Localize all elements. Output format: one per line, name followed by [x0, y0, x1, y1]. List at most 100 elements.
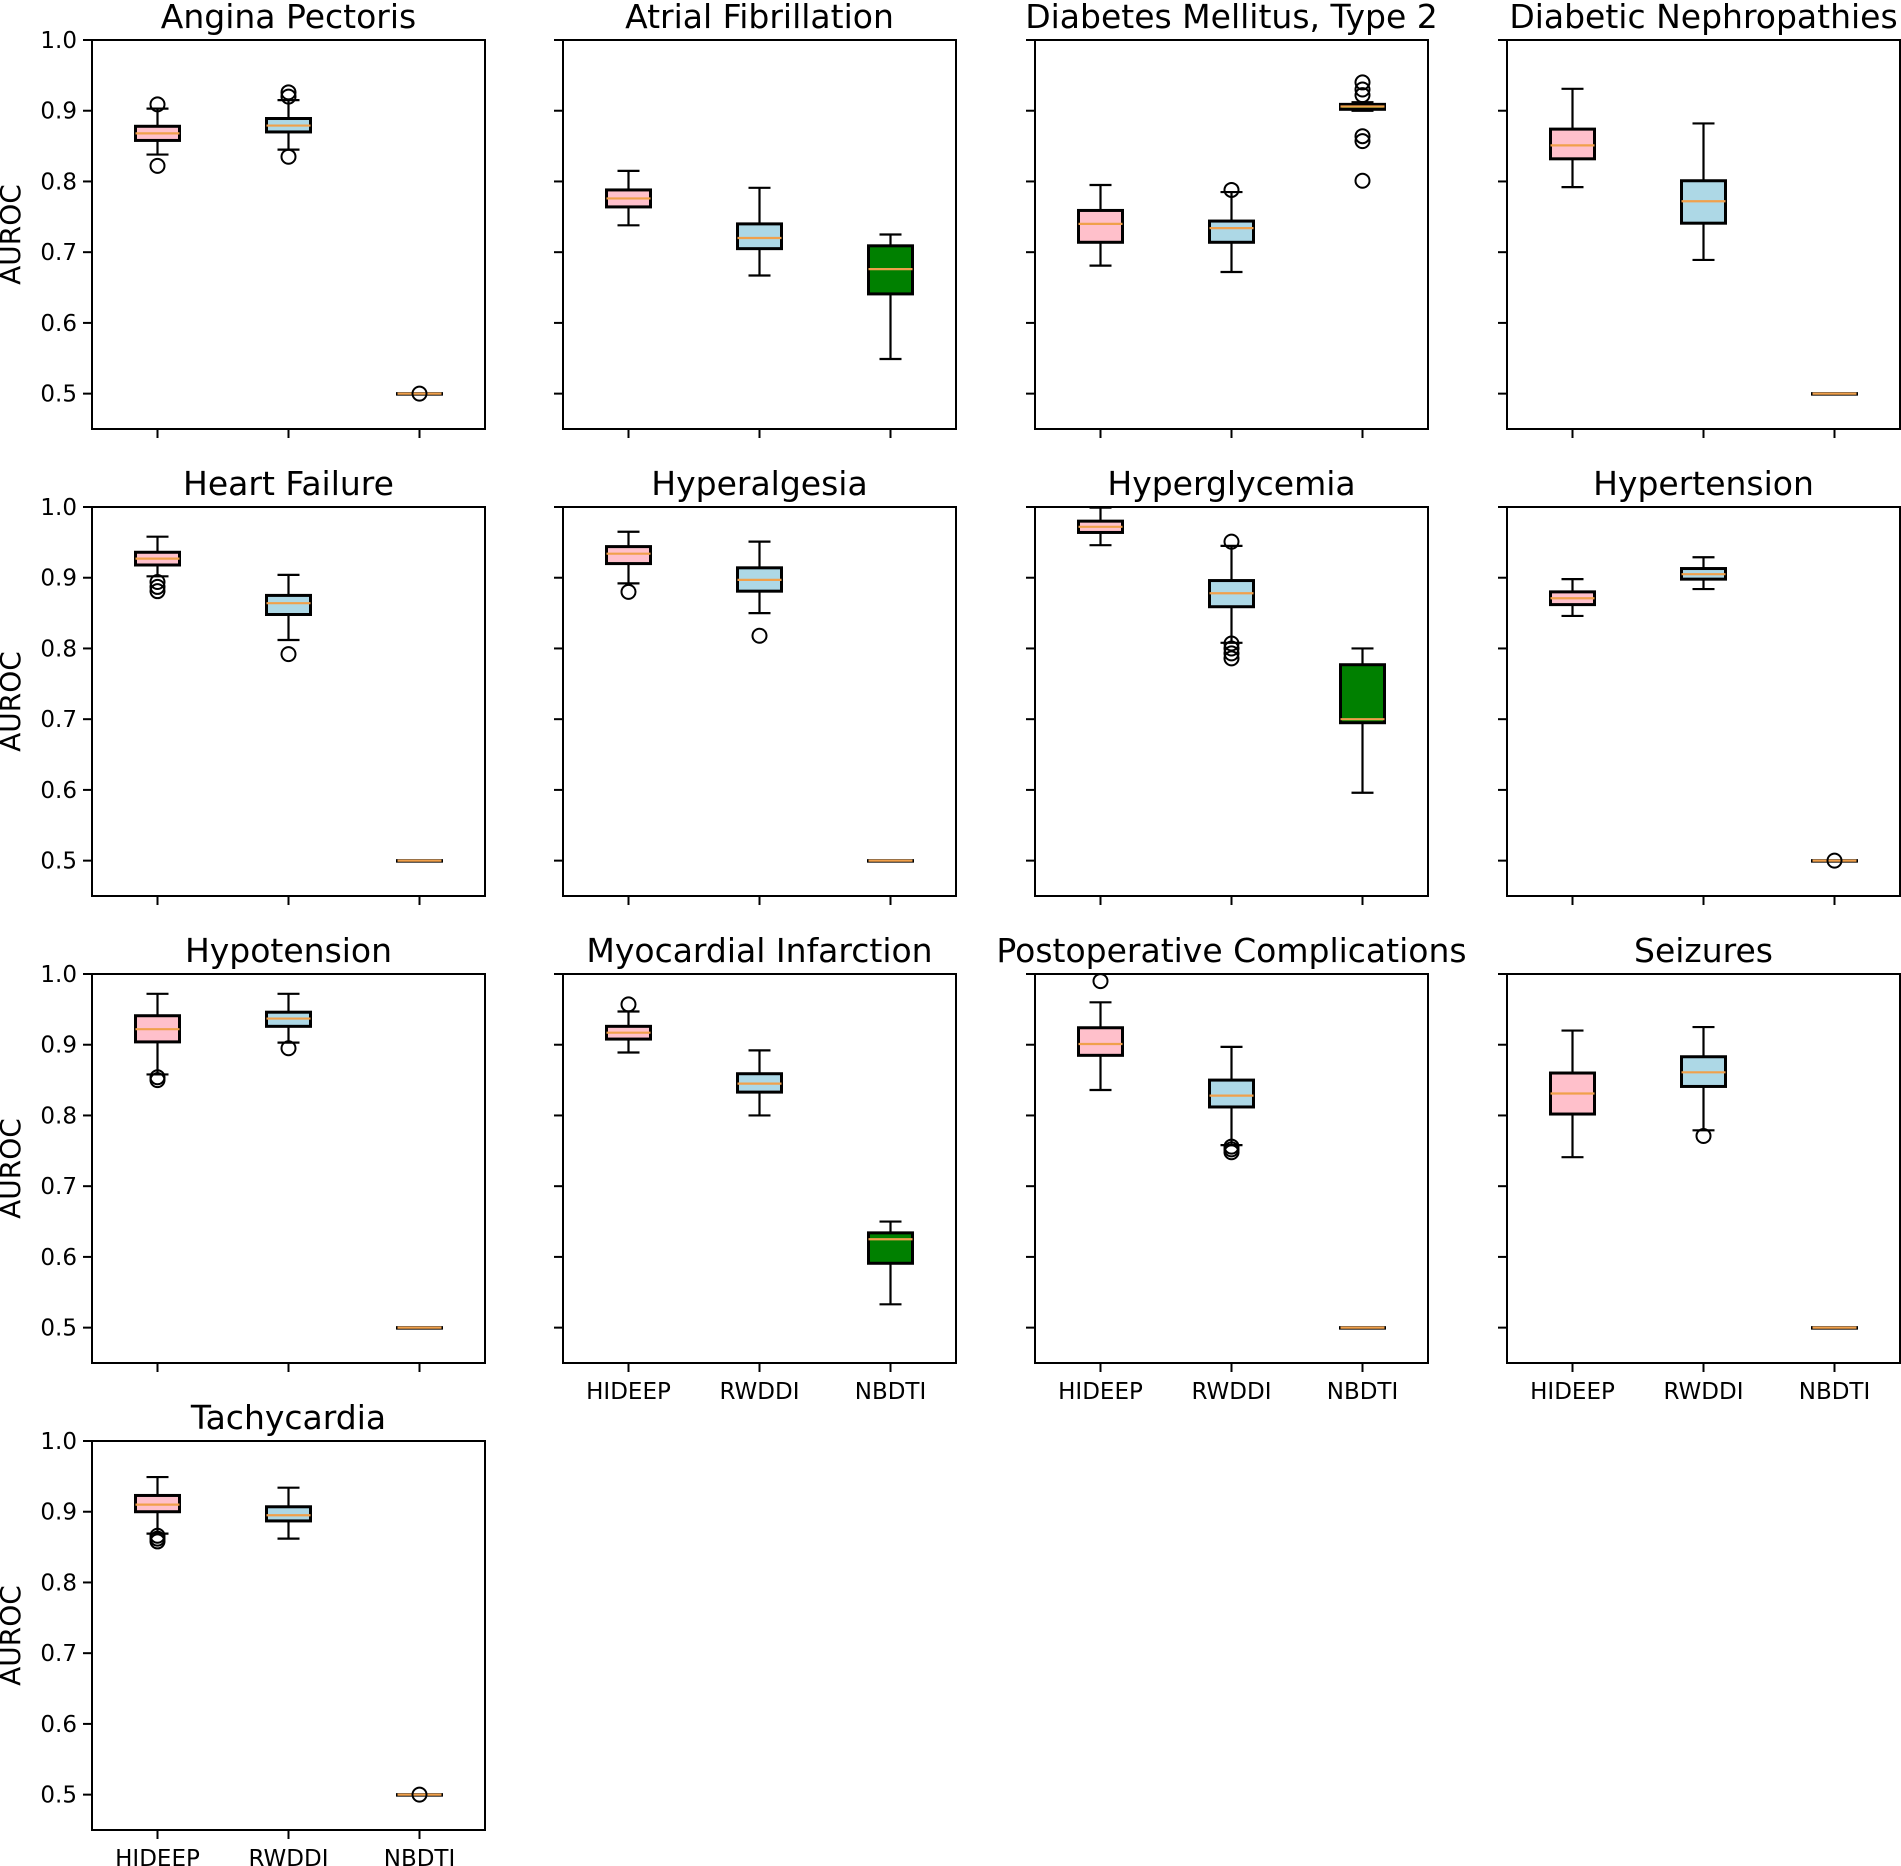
subplot-title: Postoperative Complications	[996, 931, 1466, 970]
box-nbdti	[1811, 852, 1858, 869]
outlier-point	[280, 88, 297, 105]
box-nbdti	[867, 859, 914, 863]
outlier-point	[1223, 1138, 1240, 1155]
iqr-box	[1208, 219, 1255, 244]
x-tick-label: NBDTI	[1327, 1379, 1399, 1405]
box-rwddi	[265, 573, 312, 663]
subplot-title: Seizures	[1634, 931, 1773, 970]
outlier-point	[1223, 181, 1240, 198]
x-tick-label: NBDTI	[855, 1379, 927, 1405]
outlier-point	[620, 583, 637, 600]
box-nbdti	[867, 1220, 914, 1306]
box-nbdti	[1811, 1326, 1858, 1330]
plot-frame	[1034, 39, 1429, 430]
box-hideep	[1549, 1029, 1596, 1159]
plot-frame	[91, 506, 486, 897]
outlier-point	[1223, 645, 1240, 662]
y-tick-label: 0.8	[40, 169, 77, 195]
subplot-title: Tachycardia	[190, 1398, 386, 1437]
subplot-1: Atrial Fibrillation	[554, 0, 957, 438]
box-hideep	[1077, 973, 1124, 1092]
box-rwddi	[736, 186, 783, 277]
y-axis-label: AUROC	[0, 651, 27, 752]
y-tick-label: 0.7	[40, 240, 77, 266]
x-tick-label: HIDEEP	[1530, 1379, 1615, 1405]
subplot-6: Hyperglycemia	[1026, 464, 1429, 905]
y-tick-label: 1.0	[40, 1429, 77, 1455]
subplot-10: Postoperative Complications HIDEEP RWDDI NB…	[996, 931, 1466, 1405]
outlier-point	[411, 385, 428, 402]
box-nbdti	[396, 1786, 443, 1803]
box-hideep	[1549, 578, 1596, 618]
y-tick-label: 0.7	[40, 1641, 77, 1667]
outlier-point	[1092, 973, 1109, 990]
outlier-point	[1354, 81, 1371, 98]
outlier-point	[149, 157, 166, 174]
outlier-point	[1354, 87, 1371, 104]
y-tick-label: 0.5	[40, 1783, 77, 1809]
plot-frame	[562, 973, 957, 1364]
box-hideep	[134, 535, 181, 600]
subplot-title: Myocardial Infarction	[586, 931, 932, 970]
iqr-box	[867, 1231, 914, 1265]
x-tick-label: NBDTI	[1799, 1379, 1871, 1405]
x-tick-label: HIDEEP	[1058, 1379, 1143, 1405]
box-hideep	[134, 1475, 181, 1550]
y-tick-label: 0.7	[40, 707, 77, 733]
box-nbdti	[867, 233, 914, 361]
y-tick-label: 0.5	[40, 849, 77, 875]
iqr-box	[1208, 1078, 1255, 1109]
outlier-point	[149, 583, 166, 600]
box-rwddi	[736, 540, 783, 644]
iqr-box	[1077, 1026, 1124, 1057]
subplot-2: Diabetes Mellitus, Type 2	[1025, 0, 1438, 438]
subplot-12: Tachycardia 0.5 0.6 0.7 0.8 0.9 1.0 AUROC HIDEEP…	[0, 1398, 486, 1866]
box-rwddi	[1208, 181, 1255, 274]
plot-frame	[91, 973, 486, 1364]
box-nbdti	[1339, 1326, 1386, 1330]
plot-frame	[91, 39, 486, 430]
outlier-point	[1354, 128, 1371, 145]
y-tick-label: 0.6	[40, 311, 77, 337]
outlier-point	[149, 578, 166, 595]
box-hideep	[605, 530, 652, 600]
box-nbdti	[396, 859, 443, 863]
outlier-point	[1223, 640, 1240, 657]
box-rwddi	[1208, 1045, 1255, 1161]
outlier-point	[149, 96, 166, 113]
subplot-title: Diabetes Mellitus, Type 2	[1025, 0, 1438, 36]
y-tick-label: 0.6	[40, 1245, 77, 1271]
subplot-title: Heart Failure	[183, 464, 394, 503]
plot-frame	[1506, 973, 1901, 1364]
x-tick-label: RWDDI	[1192, 1379, 1272, 1405]
outlier-point	[411, 1786, 428, 1803]
box-hideep	[134, 992, 181, 1089]
outlier-point	[149, 1527, 166, 1544]
y-axis-label: AUROC	[0, 1118, 27, 1219]
outlier-point	[1354, 74, 1371, 91]
subplot-8: Hypotension 0.5 0.6 0.7 0.8 0.9 1.0 AUROC	[0, 931, 486, 1372]
y-tick-label: 0.9	[40, 566, 77, 592]
x-tick-label: RWDDI	[720, 1379, 800, 1405]
box-rwddi	[1208, 533, 1255, 667]
subplot-11: Seizures HIDEEP RWDDI NBDTI	[1498, 931, 1901, 1405]
iqr-box	[605, 545, 652, 566]
y-tick-label: 0.8	[40, 636, 77, 662]
y-tick-label: 1.0	[40, 962, 77, 988]
plot-frame	[562, 39, 957, 430]
subplot-3: Diabetic Nephropathies	[1498, 0, 1901, 438]
y-tick-label: 1.0	[40, 495, 77, 521]
subplot-title: Diabetic Nephropathies	[1509, 0, 1897, 36]
subplot-title: Hyperalgesia	[651, 464, 867, 503]
plot-frame	[562, 506, 957, 897]
iqr-box	[736, 222, 783, 251]
plot-frame	[1506, 39, 1901, 430]
y-axis-label: AUROC	[0, 184, 27, 285]
subplot-title: Atrial Fibrillation	[625, 0, 894, 36]
box-nbdti	[1811, 392, 1858, 396]
outlier-point	[149, 1069, 166, 1086]
plot-frame	[1506, 506, 1901, 897]
outlier-point	[1354, 172, 1371, 189]
subplot-4: Heart Failure 0.5 0.6 0.7 0.8 0.9 1.0 AUROC	[0, 464, 486, 905]
